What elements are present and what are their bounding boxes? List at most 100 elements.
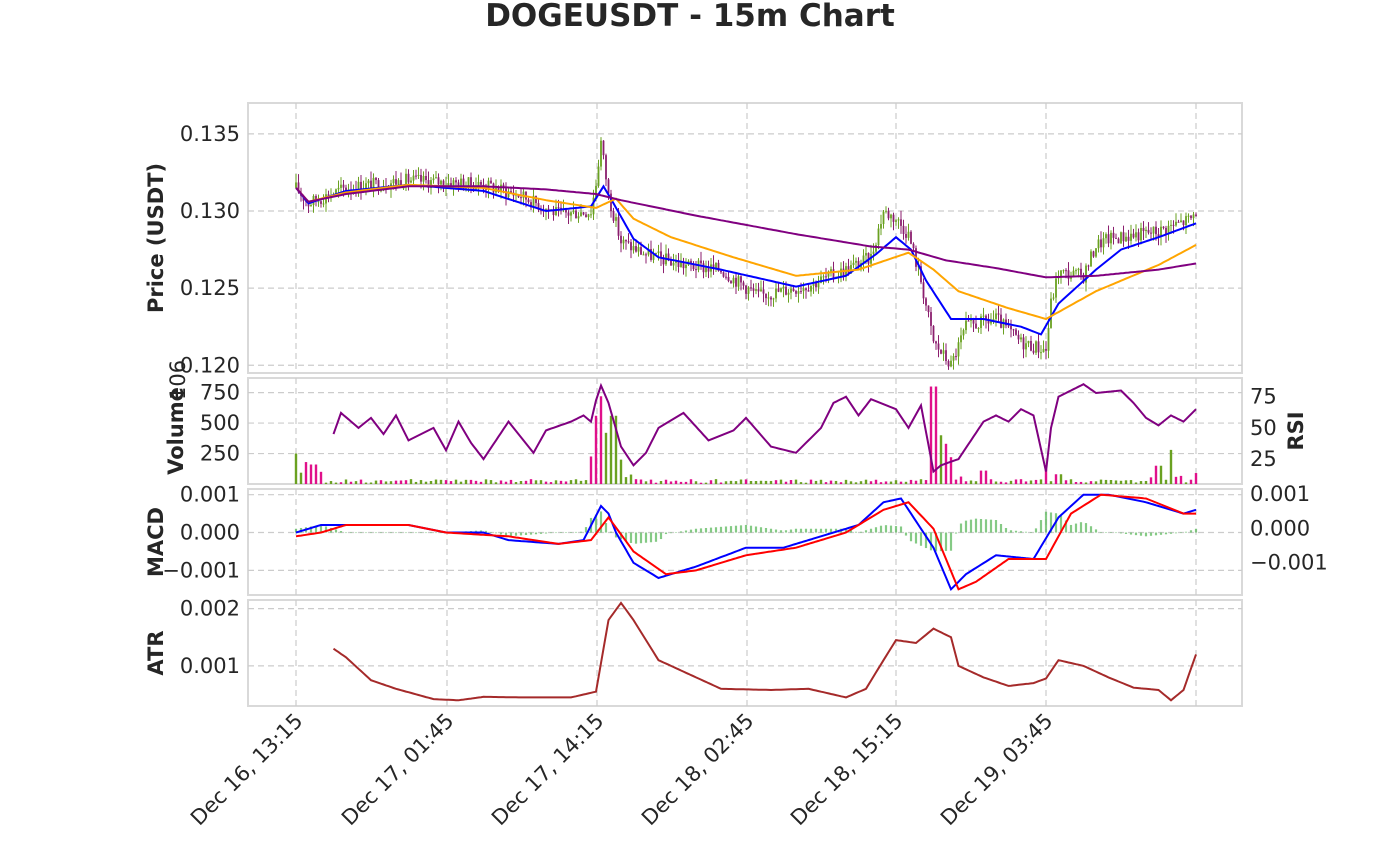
candle-body: [612, 211, 615, 221]
candle-body: [827, 271, 830, 277]
candle-body: [772, 298, 775, 300]
candle-body: [430, 180, 432, 188]
candle-body: [825, 276, 827, 278]
candle-body: [767, 297, 770, 299]
candle-body: [867, 253, 870, 264]
histogram-bar: [1194, 528, 1198, 533]
candle-body: [1050, 298, 1052, 328]
histogram-bar: [874, 527, 878, 533]
volume-bar: [524, 480, 528, 484]
candle-body: [507, 191, 510, 198]
candle-body: [650, 248, 652, 260]
candle-body: [1182, 220, 1185, 226]
candle-body: [897, 219, 900, 221]
candle-body: [1097, 239, 1100, 249]
candle-body: [1127, 236, 1130, 241]
candle-body: [952, 356, 955, 361]
histogram-bar: [959, 523, 963, 533]
volume-bar: [834, 480, 838, 484]
candle-body: [727, 276, 730, 282]
histogram-bar: [674, 532, 678, 533]
histogram-bar: [844, 528, 848, 533]
volume-bar: [359, 479, 363, 484]
candle-body: [892, 214, 895, 222]
volume-bar: [764, 480, 768, 484]
histogram-bar: [339, 531, 343, 533]
candle-body: [815, 281, 817, 288]
volume-bar: [1059, 474, 1063, 484]
candle-body: [372, 177, 375, 191]
volume-bar: [784, 481, 788, 484]
candle-body: [900, 219, 902, 226]
candle-body: [940, 349, 942, 354]
candle-body: [575, 210, 577, 219]
y-axis-label: ATR: [144, 630, 168, 675]
histogram-bar: [804, 528, 808, 533]
candle-body: [432, 178, 435, 181]
volume-bar: [364, 482, 368, 484]
histogram-bar: [499, 532, 503, 535]
histogram-bar: [864, 530, 868, 533]
series-line-ma-1: [295, 183, 1197, 336]
volume-bar: [459, 481, 463, 484]
volume-bar: [489, 480, 493, 484]
candle-body: [452, 180, 455, 188]
volume-bar: [1024, 481, 1028, 484]
volume-bar: [354, 481, 358, 484]
volume-bar: [1159, 465, 1163, 484]
candle-body: [1085, 265, 1087, 283]
volume-bar: [1094, 481, 1098, 484]
histogram-bar: [1174, 532, 1178, 534]
candle-body: [640, 247, 642, 255]
volume-bar: [809, 479, 813, 484]
candle-body: [580, 212, 582, 217]
candle-body: [1095, 248, 1097, 257]
candle-body: [945, 350, 947, 362]
volume-bar: [774, 480, 778, 484]
volume-bar: [574, 479, 578, 484]
volume-bar: [329, 481, 333, 484]
candle-body: [1092, 251, 1095, 257]
candle-body: [535, 195, 537, 204]
candle-body: [950, 360, 952, 367]
histogram-bar: [1119, 532, 1123, 534]
volume-bar: [389, 481, 393, 484]
candle-body: [1075, 270, 1077, 272]
candle-body: [1060, 270, 1062, 278]
volume-bar: [1089, 481, 1093, 484]
histogram-bar: [494, 532, 498, 534]
volume-bar: [1079, 481, 1083, 484]
histogram-bar: [369, 532, 373, 534]
volume-bar: [689, 479, 693, 484]
volume-bar: [1194, 473, 1198, 484]
y-tick-label: 0.001: [180, 483, 240, 507]
x-tick-label: Dec 18, 02:45: [637, 709, 759, 831]
histogram-bar: [654, 532, 658, 542]
histogram-bar: [399, 532, 403, 534]
histogram-bar: [1064, 520, 1068, 533]
candle-body: [342, 184, 345, 188]
candle-body: [842, 268, 845, 277]
candle-body: [1170, 224, 1172, 226]
candle-body: [922, 282, 925, 299]
candle-body: [1105, 234, 1107, 239]
candle-body: [1052, 297, 1055, 299]
volume-bar: [399, 480, 403, 484]
candle-body: [392, 179, 395, 184]
candle-body: [420, 174, 422, 182]
histogram-bar: [949, 532, 953, 551]
candle-body: [622, 239, 625, 244]
candle-body: [792, 288, 795, 292]
candle-body: [872, 251, 875, 254]
histogram-bar: [809, 528, 813, 533]
candle-body: [440, 180, 442, 185]
candle-body: [910, 231, 912, 244]
histogram-bar: [364, 532, 368, 534]
histogram-bar: [934, 532, 938, 552]
chart-title: DOGEUSDT - 15m Chart: [485, 0, 895, 34]
volume-bar: [589, 456, 593, 484]
volume-bar: [1124, 480, 1128, 484]
candle-body: [657, 251, 660, 254]
x-tick-label: Dec 19, 03:45: [936, 709, 1058, 831]
